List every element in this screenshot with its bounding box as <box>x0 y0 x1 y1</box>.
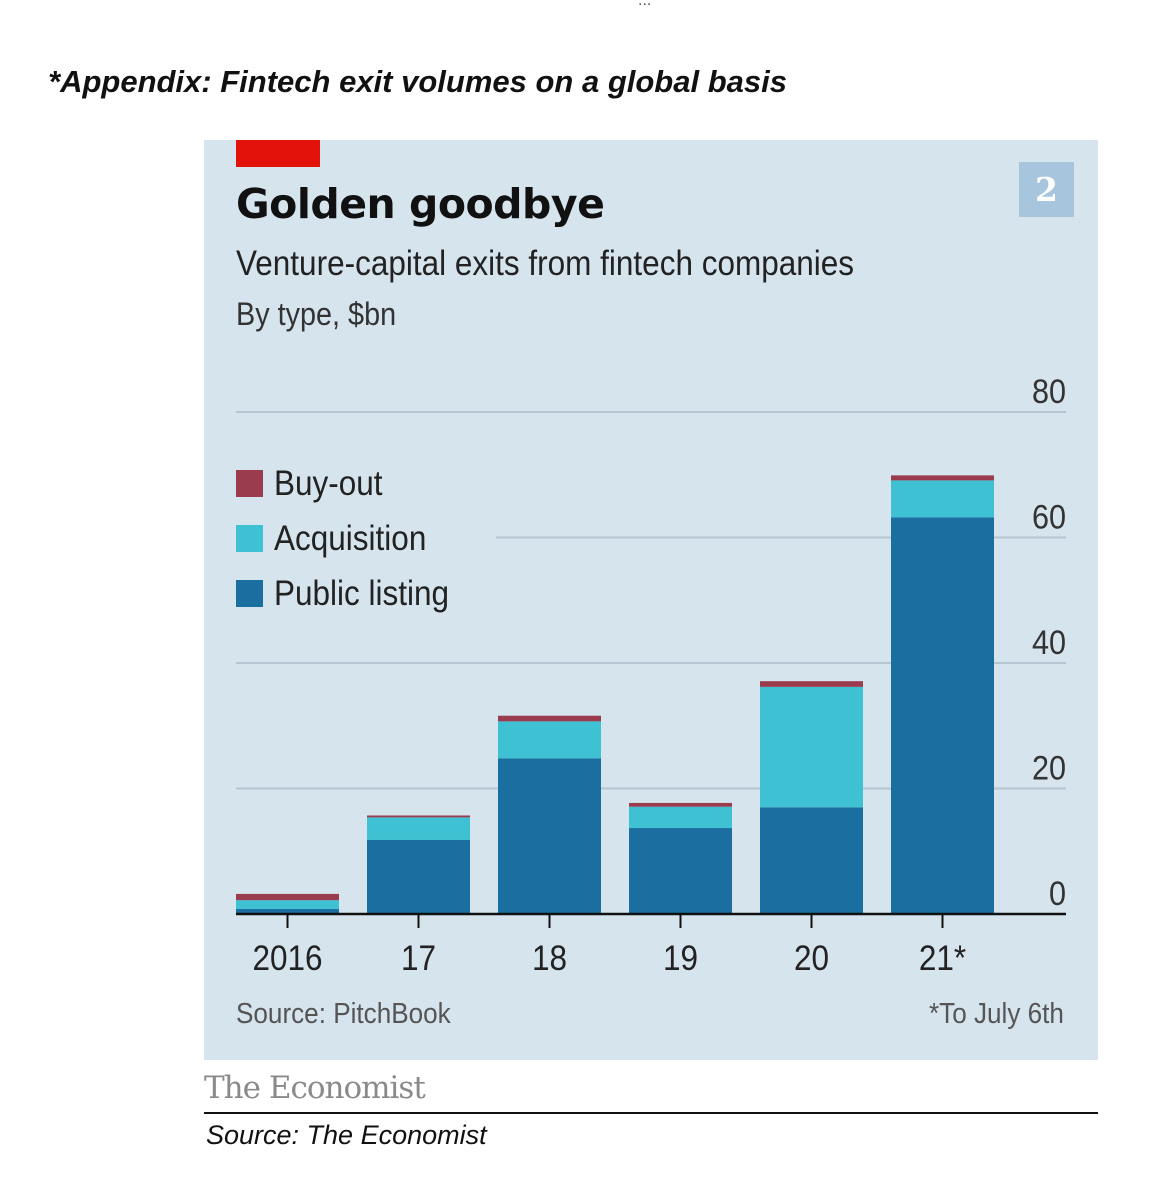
legend-swatch-buy-out <box>236 470 263 497</box>
x-tick-label: 19 <box>663 940 698 979</box>
x-tick-label: 20 <box>794 940 829 979</box>
legend-label: Acquisition <box>274 519 427 558</box>
bar-segment-buy-out <box>629 802 732 807</box>
y-tick-label: 60 <box>1032 498 1066 536</box>
legend-label: Buy-out <box>274 464 383 503</box>
bar-segment-buy-out <box>367 815 470 818</box>
divider <box>204 1112 1098 1114</box>
legend-swatch-public-listing <box>236 580 263 607</box>
bar-segment-buy-out <box>891 475 994 481</box>
x-tick-label: 17 <box>401 940 436 979</box>
axes: 0 20 40 60 80 2016 17 18 19 20 21* <box>236 373 1066 979</box>
chart-units: By type, $bn <box>236 296 397 332</box>
bar-segment-buy-out <box>236 893 339 901</box>
bar-segment-public-listing <box>236 908 339 914</box>
bar-segment-public-listing <box>629 828 732 914</box>
x-tick-label: 21* <box>919 940 966 979</box>
chart-footnote: *To July 6th <box>929 998 1064 1030</box>
bar-segment-buy-out <box>498 715 601 722</box>
bar-segment-acquisition <box>236 900 339 909</box>
bar-segment-acquisition <box>367 817 470 840</box>
bar-segment-acquisition <box>498 721 601 759</box>
y-tick-label: 20 <box>1032 749 1066 787</box>
source-credit: Source: The Economist <box>206 1120 487 1150</box>
bar-segment-acquisition <box>760 686 863 808</box>
bars <box>236 475 994 914</box>
legend-label: Public listing <box>274 574 450 613</box>
chart-subtitle: Venture-capital exits from fintech compa… <box>236 244 855 283</box>
legend-swatch-acquisition <box>236 525 263 552</box>
chart-title: Golden goodbye <box>236 180 605 228</box>
bar-segment-public-listing <box>498 758 601 914</box>
chart-plot: 0 20 40 60 80 2016 17 18 19 20 21* <box>236 373 1066 979</box>
page-top-mark: ... <box>638 0 652 9</box>
chart-source: Source: PitchBook <box>236 998 451 1030</box>
bar-segment-public-listing <box>891 517 994 914</box>
x-tick-label: 2016 <box>252 940 322 979</box>
bar-segment-public-listing <box>367 839 470 914</box>
bar-segment-acquisition <box>629 806 732 829</box>
y-tick-label: 0 <box>1049 875 1066 913</box>
y-tick-label: 80 <box>1032 373 1066 411</box>
chart-panel: 2 Golden goodbye Venture-capital exits f… <box>204 140 1098 1060</box>
appendix-heading: *Appendix: Fintech exit volumes on a glo… <box>48 64 787 99</box>
y-tick-label: 40 <box>1032 624 1066 662</box>
publisher-logo-text: The Economist <box>204 1070 426 1106</box>
x-tick-label: 18 <box>532 940 567 979</box>
bar-segment-public-listing <box>760 807 863 914</box>
bar-segment-buy-out <box>760 681 863 687</box>
economist-red-tab <box>236 140 320 167</box>
chart-number-badge: 2 <box>1019 162 1074 217</box>
bar-segment-acquisition <box>891 480 994 518</box>
